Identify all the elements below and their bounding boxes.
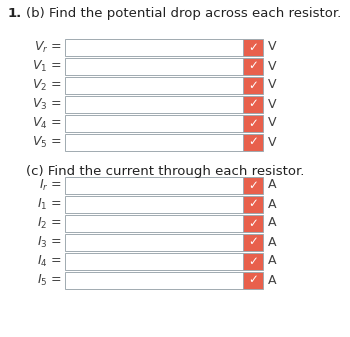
Text: ✓: ✓ xyxy=(248,274,258,286)
Text: $I_r$ =: $I_r$ = xyxy=(39,178,62,192)
FancyBboxPatch shape xyxy=(65,234,243,250)
Text: ✓: ✓ xyxy=(248,236,258,248)
FancyBboxPatch shape xyxy=(65,133,243,151)
Text: $I_5$ =: $I_5$ = xyxy=(37,272,62,287)
Text: ✓: ✓ xyxy=(248,40,258,54)
Text: $I_4$ =: $I_4$ = xyxy=(37,253,62,269)
Text: A: A xyxy=(268,274,277,286)
Text: V: V xyxy=(268,97,277,111)
Text: $I_2$ =: $I_2$ = xyxy=(37,215,62,231)
Text: ✓: ✓ xyxy=(248,179,258,191)
Text: $I_1$ =: $I_1$ = xyxy=(37,196,62,212)
Text: 1.: 1. xyxy=(8,7,22,20)
Text: $V_3$ =: $V_3$ = xyxy=(32,96,62,112)
FancyBboxPatch shape xyxy=(243,234,263,250)
FancyBboxPatch shape xyxy=(243,95,263,113)
FancyBboxPatch shape xyxy=(243,177,263,193)
FancyBboxPatch shape xyxy=(65,214,243,232)
FancyBboxPatch shape xyxy=(65,76,243,93)
Text: $V_4$ =: $V_4$ = xyxy=(32,116,62,130)
Text: V: V xyxy=(268,60,277,72)
Text: A: A xyxy=(268,179,277,191)
Text: V: V xyxy=(268,117,277,129)
FancyBboxPatch shape xyxy=(243,252,263,270)
Text: (b) Find the potential drop across each resistor.: (b) Find the potential drop across each … xyxy=(26,7,341,20)
FancyBboxPatch shape xyxy=(243,214,263,232)
FancyBboxPatch shape xyxy=(65,195,243,213)
FancyBboxPatch shape xyxy=(65,58,243,74)
FancyBboxPatch shape xyxy=(243,272,263,288)
FancyBboxPatch shape xyxy=(65,272,243,288)
Text: $V_1$ =: $V_1$ = xyxy=(32,58,62,73)
FancyBboxPatch shape xyxy=(65,252,243,270)
FancyBboxPatch shape xyxy=(243,38,263,56)
Text: V: V xyxy=(268,135,277,149)
Text: ✓: ✓ xyxy=(248,216,258,229)
Text: V: V xyxy=(268,40,277,54)
Text: A: A xyxy=(268,254,277,268)
Text: A: A xyxy=(268,236,277,248)
Text: A: A xyxy=(268,216,277,229)
Text: $V_2$ =: $V_2$ = xyxy=(32,78,62,93)
Text: V: V xyxy=(268,79,277,92)
Text: (c) Find the current through each resistor.: (c) Find the current through each resist… xyxy=(26,165,304,178)
FancyBboxPatch shape xyxy=(65,115,243,131)
FancyBboxPatch shape xyxy=(65,38,243,56)
Text: ✓: ✓ xyxy=(248,79,258,92)
FancyBboxPatch shape xyxy=(65,177,243,193)
Text: $V_5$ =: $V_5$ = xyxy=(32,134,62,150)
FancyBboxPatch shape xyxy=(243,195,263,213)
FancyBboxPatch shape xyxy=(65,95,243,113)
Text: ✓: ✓ xyxy=(248,254,258,268)
Text: ✓: ✓ xyxy=(248,117,258,129)
FancyBboxPatch shape xyxy=(243,115,263,131)
Text: ✓: ✓ xyxy=(248,60,258,72)
FancyBboxPatch shape xyxy=(243,58,263,74)
Text: ✓: ✓ xyxy=(248,135,258,149)
Text: A: A xyxy=(268,197,277,211)
Text: $V_r$ =: $V_r$ = xyxy=(34,39,62,55)
FancyBboxPatch shape xyxy=(243,133,263,151)
FancyBboxPatch shape xyxy=(243,76,263,93)
Text: ✓: ✓ xyxy=(248,97,258,111)
Text: ✓: ✓ xyxy=(248,197,258,211)
Text: $I_3$ =: $I_3$ = xyxy=(37,235,62,250)
